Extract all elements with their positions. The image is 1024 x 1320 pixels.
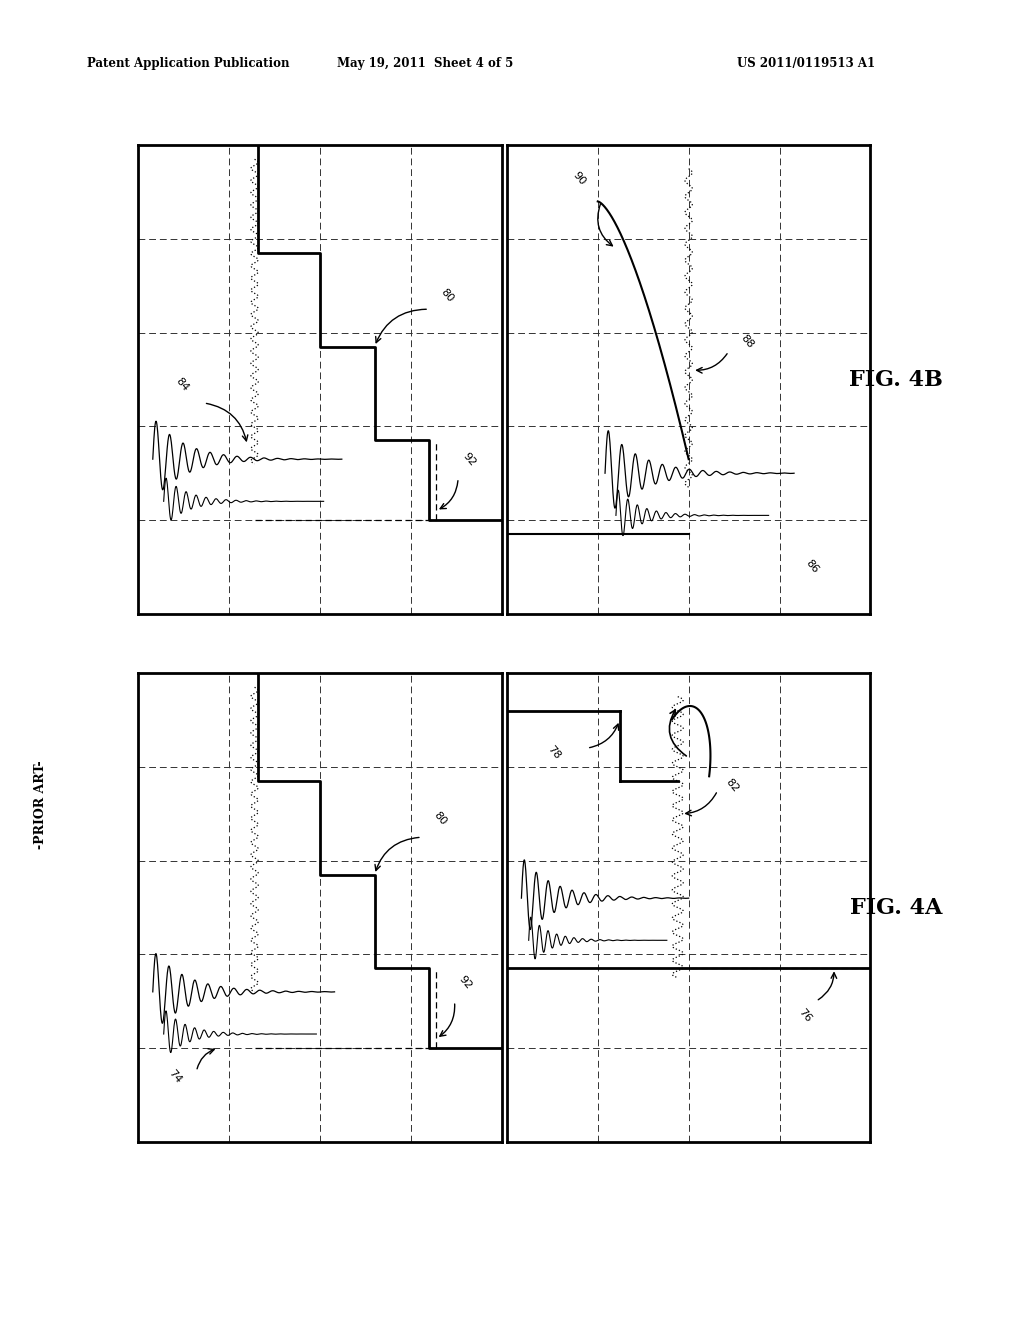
Text: FIG. 4A: FIG. 4A — [850, 896, 942, 919]
Text: 78: 78 — [546, 744, 562, 762]
Text: 80: 80 — [431, 810, 449, 828]
Text: 80: 80 — [439, 286, 456, 304]
Text: 74: 74 — [166, 1068, 183, 1085]
Text: 88: 88 — [738, 334, 756, 351]
Text: 92: 92 — [457, 974, 474, 991]
Text: 82: 82 — [724, 777, 740, 795]
Text: FIG. 4B: FIG. 4B — [849, 368, 943, 391]
Text: -PRIOR ART-: -PRIOR ART- — [35, 760, 47, 849]
Text: 92: 92 — [461, 450, 477, 467]
Text: 76: 76 — [797, 1007, 813, 1024]
Text: 90: 90 — [571, 169, 588, 186]
Text: May 19, 2011  Sheet 4 of 5: May 19, 2011 Sheet 4 of 5 — [337, 57, 513, 70]
Text: 84: 84 — [173, 375, 190, 393]
Text: US 2011/0119513 A1: US 2011/0119513 A1 — [737, 57, 876, 70]
Text: Patent Application Publication: Patent Application Publication — [87, 57, 290, 70]
Text: 86: 86 — [804, 558, 820, 576]
